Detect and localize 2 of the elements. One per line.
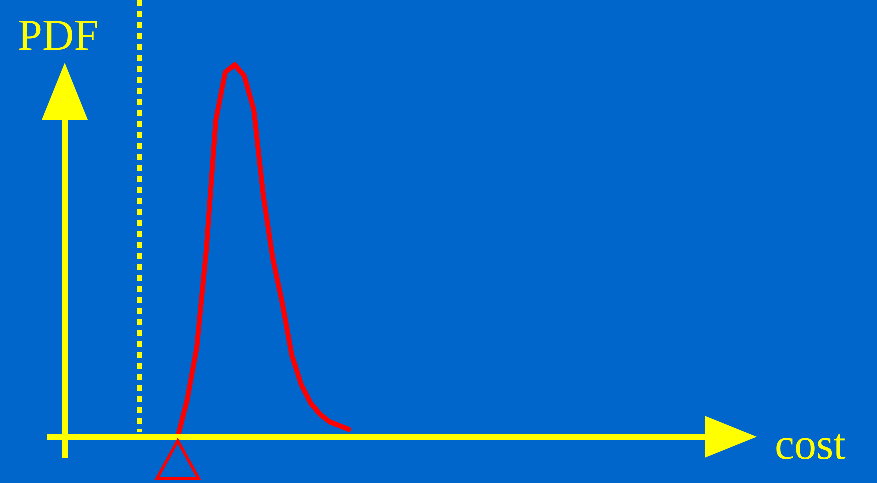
y-axis-title: PDF [18,11,99,60]
text: cost [775,420,846,469]
